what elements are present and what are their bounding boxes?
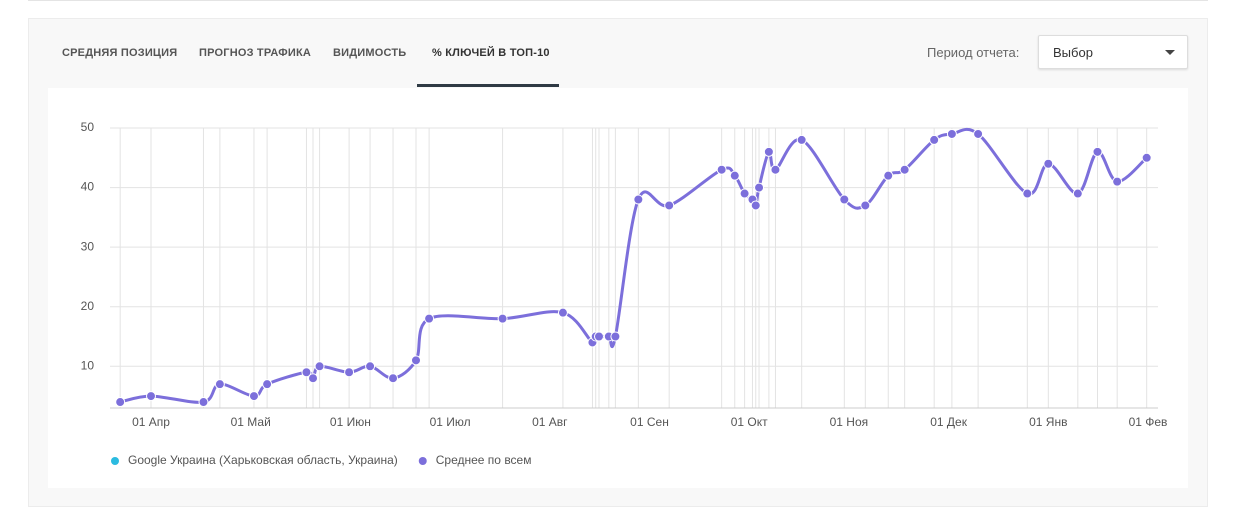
point	[729, 170, 740, 181]
point	[883, 170, 894, 181]
divider	[28, 0, 1208, 1]
point	[929, 134, 940, 145]
x-tick-label: 01 Дек	[930, 415, 967, 429]
x-tick-label: 01 Авг	[532, 415, 568, 429]
x-tick-label: 01 Июл	[430, 415, 471, 429]
point	[973, 128, 984, 139]
point	[308, 373, 319, 384]
period-select[interactable]: Выбор	[1038, 35, 1188, 69]
x-tick-label: 01 Июн	[330, 415, 371, 429]
tab-active[interactable]: % КЛЮЧЕЙ В ТОП-10	[432, 47, 550, 59]
point	[557, 307, 568, 318]
point	[1141, 152, 1152, 163]
point	[763, 146, 774, 157]
x-tick-label: 01 Янв	[1029, 415, 1067, 429]
point	[750, 200, 761, 211]
point	[633, 194, 644, 205]
x-tick-label: 01 Окт	[731, 415, 768, 429]
point	[410, 355, 421, 366]
point	[262, 379, 273, 390]
point	[1022, 188, 1033, 199]
point	[1092, 146, 1103, 157]
y-tick-label: 30	[81, 239, 95, 253]
period-label: Период отчета:	[927, 45, 1020, 60]
point	[1112, 176, 1123, 187]
point	[796, 134, 807, 145]
point	[146, 391, 156, 402]
point	[610, 331, 621, 342]
tab[interactable]: СРЕДНЯЯ ПОЗИЦИЯ	[62, 47, 178, 59]
tab[interactable]: ПРОГНОЗ ТРАФИКА	[199, 47, 312, 59]
x-tick-label: 01 Сен	[630, 415, 669, 429]
tab[interactable]: ВИДИМОСТЬ	[333, 47, 407, 59]
point	[593, 331, 604, 342]
point	[946, 128, 957, 139]
point	[248, 391, 259, 402]
point	[388, 373, 399, 384]
x-tick-label: 01 Май	[231, 415, 271, 429]
point	[770, 164, 781, 175]
legend-label: Google Украина (Харьковская область, Укр…	[128, 453, 398, 467]
point	[716, 164, 727, 175]
y-tick-label: 40	[81, 180, 95, 194]
select-value: Выбор	[1053, 45, 1093, 60]
point	[365, 361, 376, 372]
point	[860, 200, 871, 211]
series-line	[119, 127, 1148, 404]
point	[214, 379, 225, 390]
point	[1043, 158, 1054, 169]
y-tick-label: 10	[81, 358, 95, 372]
y-tick-label: 20	[81, 299, 95, 313]
legend-marker	[111, 457, 119, 465]
tab-underline	[417, 84, 559, 87]
x-tick-label: 01 Ноя	[830, 415, 869, 429]
point	[754, 182, 765, 193]
legend-marker	[418, 457, 427, 465]
legend-label: Среднее по всем	[436, 453, 532, 467]
point	[115, 397, 126, 408]
point	[899, 164, 910, 175]
caret	[1165, 50, 1175, 55]
point	[739, 188, 750, 199]
x-tick-label: 01 Апр	[132, 415, 170, 429]
point	[344, 367, 355, 378]
point	[1072, 188, 1083, 199]
point	[424, 313, 435, 324]
point	[839, 194, 850, 205]
point	[198, 397, 209, 408]
point	[664, 200, 675, 211]
y-tick-label: 50	[81, 120, 95, 134]
point	[314, 361, 325, 372]
point	[497, 313, 508, 324]
x-tick-label: 01 Фев	[1129, 415, 1168, 429]
chart-panel	[48, 88, 1188, 488]
point	[301, 367, 312, 378]
